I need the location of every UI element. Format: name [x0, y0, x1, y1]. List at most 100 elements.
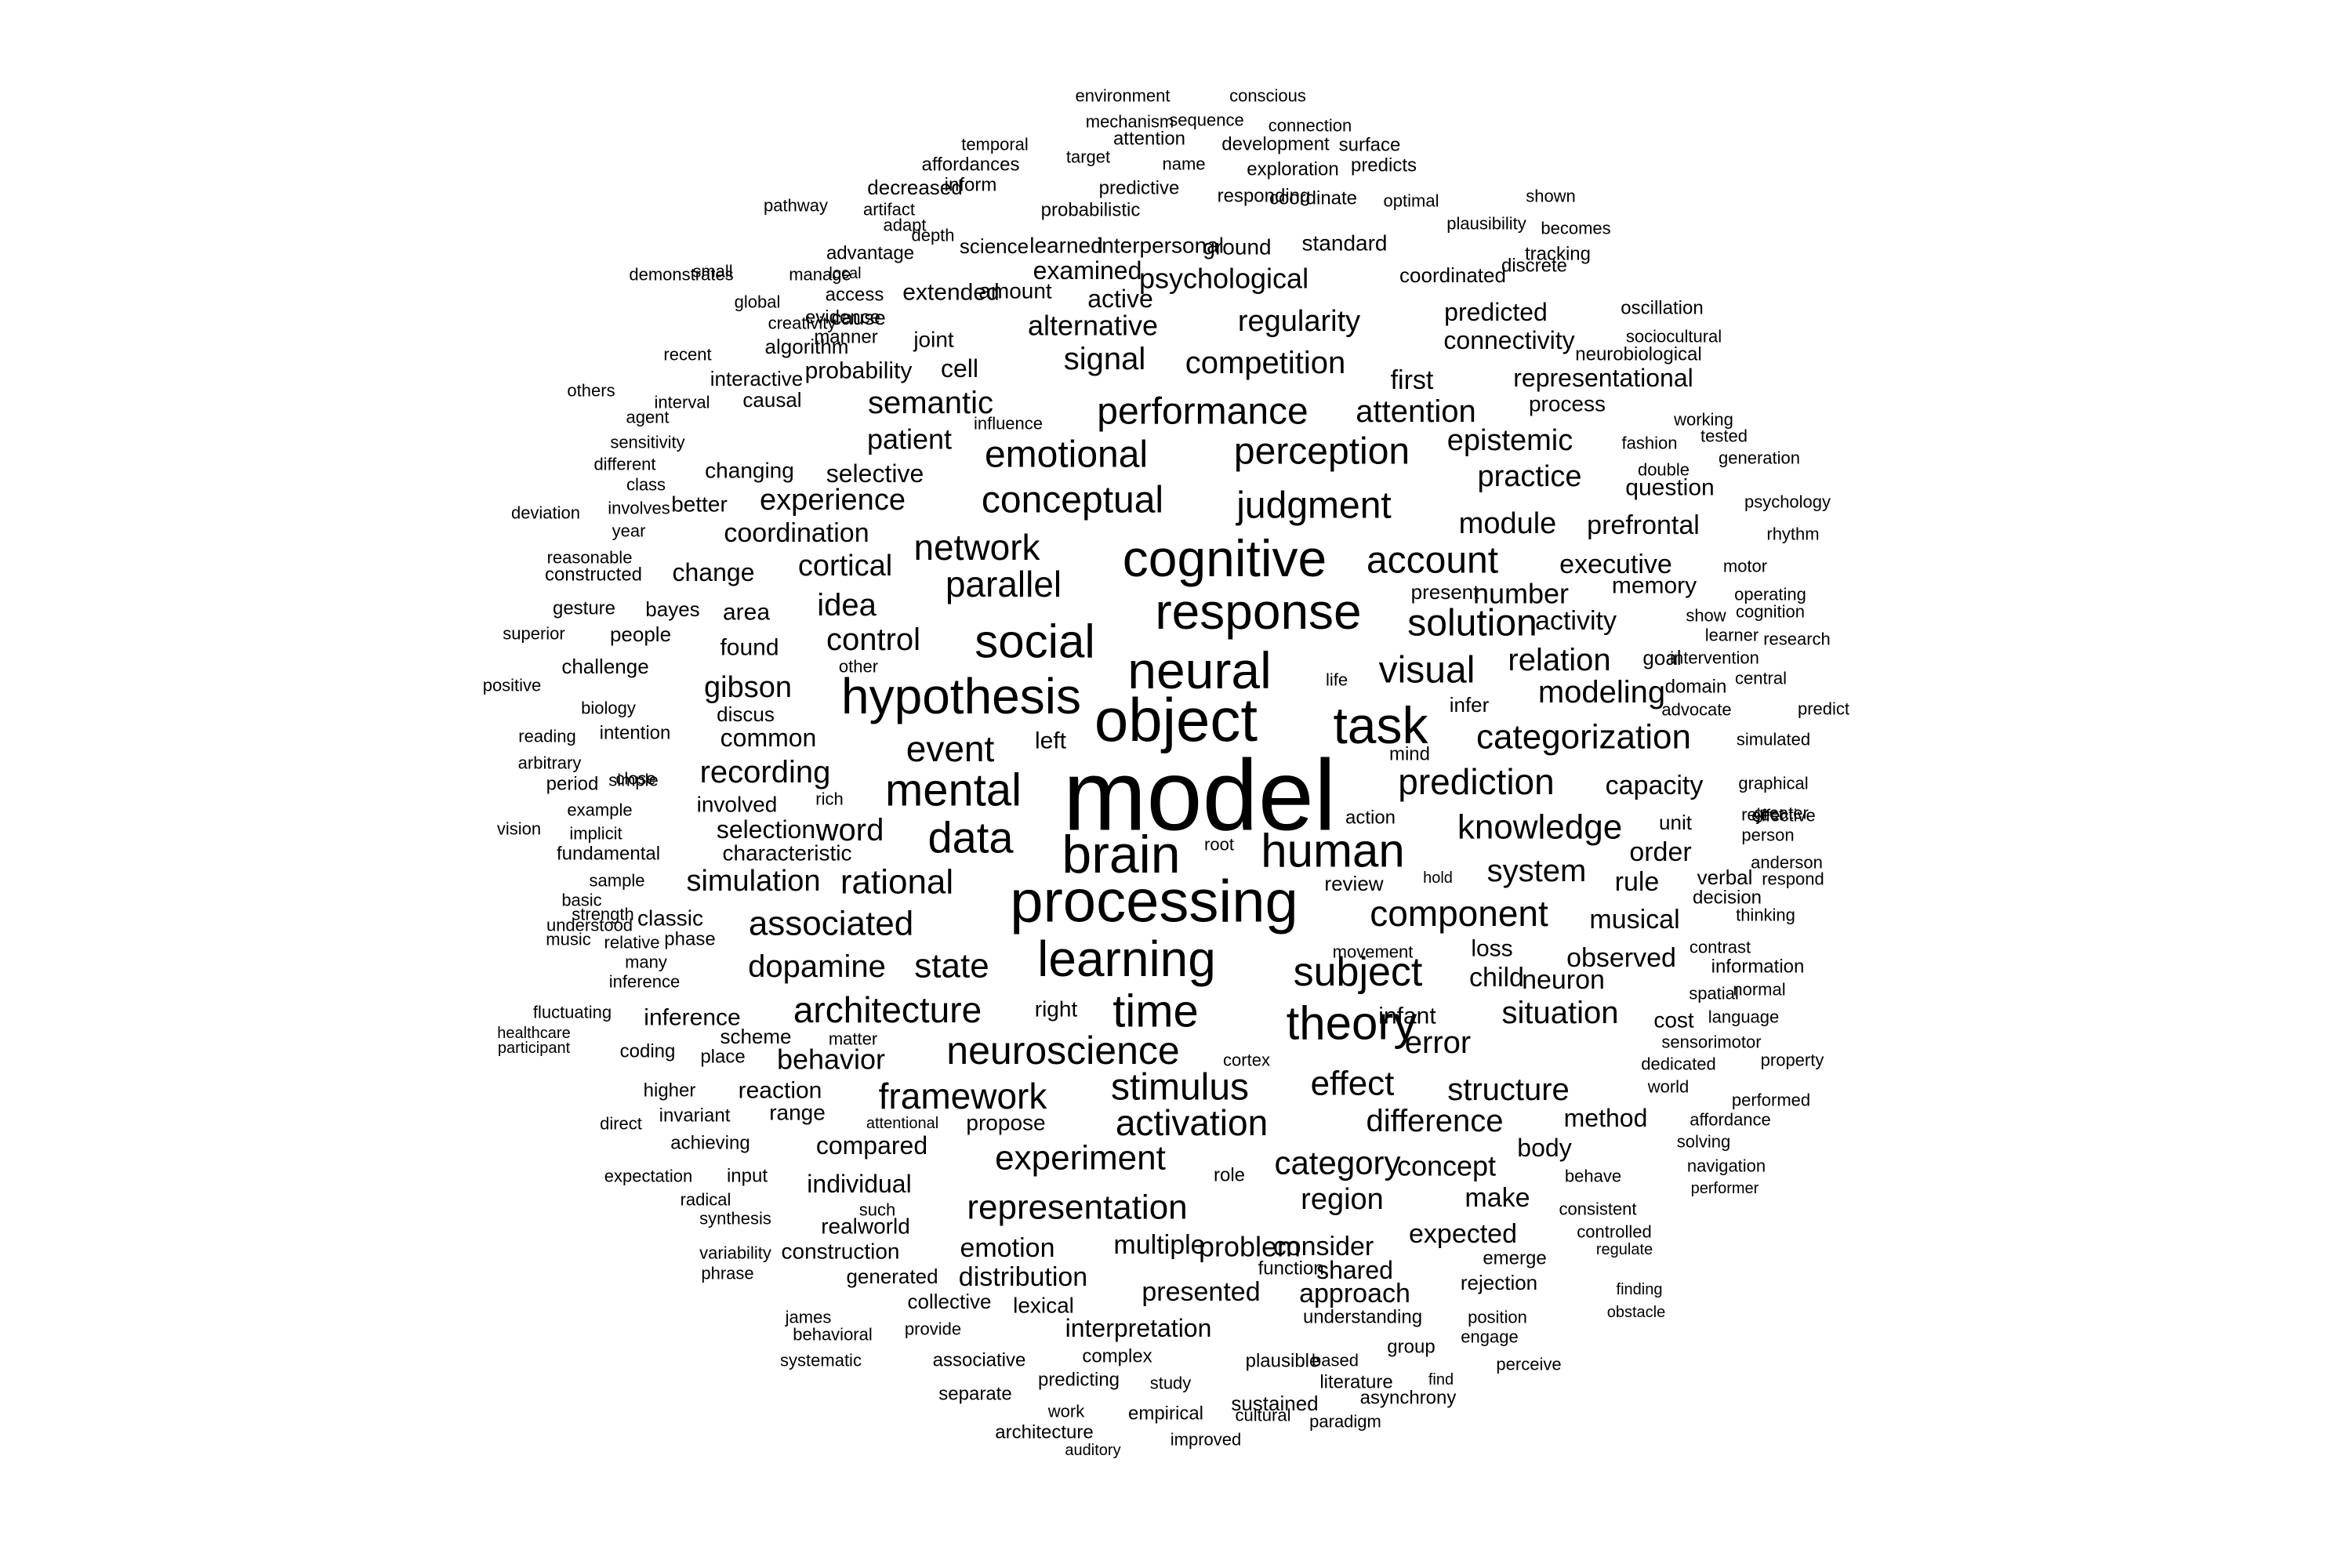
cloud-word: emerge [1483, 1248, 1546, 1269]
cloud-word: active [1087, 285, 1153, 313]
cloud-word: learning [1037, 931, 1216, 987]
cloud-word: network [913, 527, 1040, 568]
cloud-word: predict [1798, 699, 1849, 719]
cloud-word: coordination [724, 518, 869, 548]
cloud-word: position [1468, 1308, 1527, 1327]
cloud-word: expected [1409, 1219, 1517, 1249]
cloud-word: child [1469, 963, 1524, 993]
cloud-word: emotional [985, 434, 1148, 476]
cloud-word: others [567, 381, 615, 401]
cloud-word: sensorimotor [1661, 1033, 1761, 1052]
cloud-word: respond [1762, 869, 1824, 889]
cloud-word: optimal [1384, 191, 1439, 211]
cloud-word: mental [885, 765, 1022, 816]
cloud-word: navigation [1687, 1156, 1766, 1176]
cloud-word: experience [760, 484, 906, 517]
cloud-word: empirical [1128, 1403, 1203, 1425]
cloud-word: higher [644, 1080, 696, 1102]
cloud-word: constructed [545, 564, 642, 586]
cloud-word: brain [1062, 825, 1180, 884]
cloud-word: architecture [995, 1422, 1093, 1443]
cloud-word: causal [742, 388, 801, 412]
cloud-word: exploration [1247, 159, 1338, 180]
cloud-word: unit [1659, 811, 1693, 834]
cloud-word: show [1686, 606, 1726, 626]
cloud-word: rational [840, 863, 953, 902]
cloud-word: approach [1299, 1279, 1410, 1308]
cloud-word: time [1112, 986, 1199, 1037]
cloud-word: consider [1273, 1232, 1374, 1261]
cloud-word: manner [814, 327, 877, 348]
cloud-word: inference [609, 972, 681, 992]
cloud-word: behavioral [793, 1325, 873, 1345]
cloud-word: reaction [739, 1078, 822, 1104]
cloud-word: hypothesis [841, 668, 1081, 724]
cloud-word: direct [600, 1114, 642, 1134]
cloud-word: movement [1333, 942, 1414, 962]
cloud-word: loss [1471, 936, 1512, 962]
cloud-word: other [839, 657, 878, 677]
cloud-word: capacity [1606, 771, 1704, 800]
cloud-word: phrase [701, 1264, 753, 1283]
cloud-word: superior [503, 624, 564, 644]
cloud-word: ground [1203, 235, 1271, 260]
cloud-word: sociocultural [1626, 327, 1722, 347]
cloud-word: james [785, 1308, 832, 1327]
cloud-word: cell [941, 354, 978, 383]
cloud-word: vision [497, 819, 541, 839]
cloud-word: architecture [793, 989, 982, 1030]
cloud-word: performance [1097, 391, 1308, 433]
cloud-word: extended [902, 280, 999, 306]
cloud-word: fashion [1622, 434, 1678, 453]
cloud-word: neuroscience [946, 1029, 1179, 1073]
cloud-word: practice [1477, 460, 1581, 493]
cloud-word: intervention [1670, 648, 1759, 668]
cloud-word: experiment [995, 1139, 1166, 1178]
cloud-word: greater [1754, 804, 1809, 823]
cloud-word: algorithm [765, 335, 849, 358]
cloud-word: infant [1378, 1004, 1436, 1029]
cloud-word: associative [933, 1350, 1026, 1371]
cloud-word: radical [681, 1190, 731, 1210]
cloud-word: gibson [704, 671, 792, 704]
cloud-word: manage [789, 265, 851, 285]
cloud-word: attention [1356, 394, 1475, 429]
cloud-word: conscious [1229, 86, 1306, 106]
cloud-word: predictive [1099, 178, 1180, 199]
cloud-word: common [720, 724, 817, 752]
cloud-word: dopamine [748, 949, 886, 984]
cloud-word: plausible [1246, 1351, 1320, 1372]
cloud-word: category [1274, 1145, 1400, 1181]
cloud-word: human [1261, 825, 1404, 877]
cloud-word: understanding [1303, 1307, 1422, 1328]
cloud-word: shown [1526, 187, 1576, 206]
cloud-word: executive [1559, 550, 1672, 579]
cloud-word: double [1638, 460, 1690, 480]
cloud-word: sample [590, 871, 645, 891]
cloud-word: contrast [1690, 938, 1751, 957]
cloud-word: decreased [867, 176, 962, 199]
cloud-word: visual [1379, 650, 1475, 691]
cloud-word: characteristic [723, 841, 852, 866]
cloud-word: asynchrony [1360, 1388, 1457, 1409]
cloud-word: recent [663, 345, 711, 365]
cloud-word: predicts [1351, 155, 1417, 176]
cloud-word: examined [1033, 256, 1142, 285]
cloud-word: environment [1075, 86, 1170, 106]
cloud-word: cortex [1223, 1051, 1270, 1070]
cloud-word: decision [1693, 887, 1762, 909]
cloud-word: affordances [922, 154, 1020, 176]
cloud-word: deviation [511, 503, 580, 523]
cloud-word: group [1387, 1337, 1435, 1358]
cloud-word: adapt [883, 216, 926, 235]
cloud-word: cause [831, 306, 885, 329]
cloud-word: simple [608, 771, 659, 790]
cloud-word: attention [1113, 129, 1185, 150]
cloud-word: regulate [1596, 1241, 1653, 1258]
cloud-word: change [673, 558, 755, 586]
cloud-word: affordance [1690, 1110, 1771, 1130]
cloud-word: spatial [1689, 984, 1739, 1004]
cloud-word: review [1324, 872, 1383, 895]
cloud-word: competition [1185, 346, 1346, 380]
cloud-word: fluctuating [533, 1003, 612, 1022]
